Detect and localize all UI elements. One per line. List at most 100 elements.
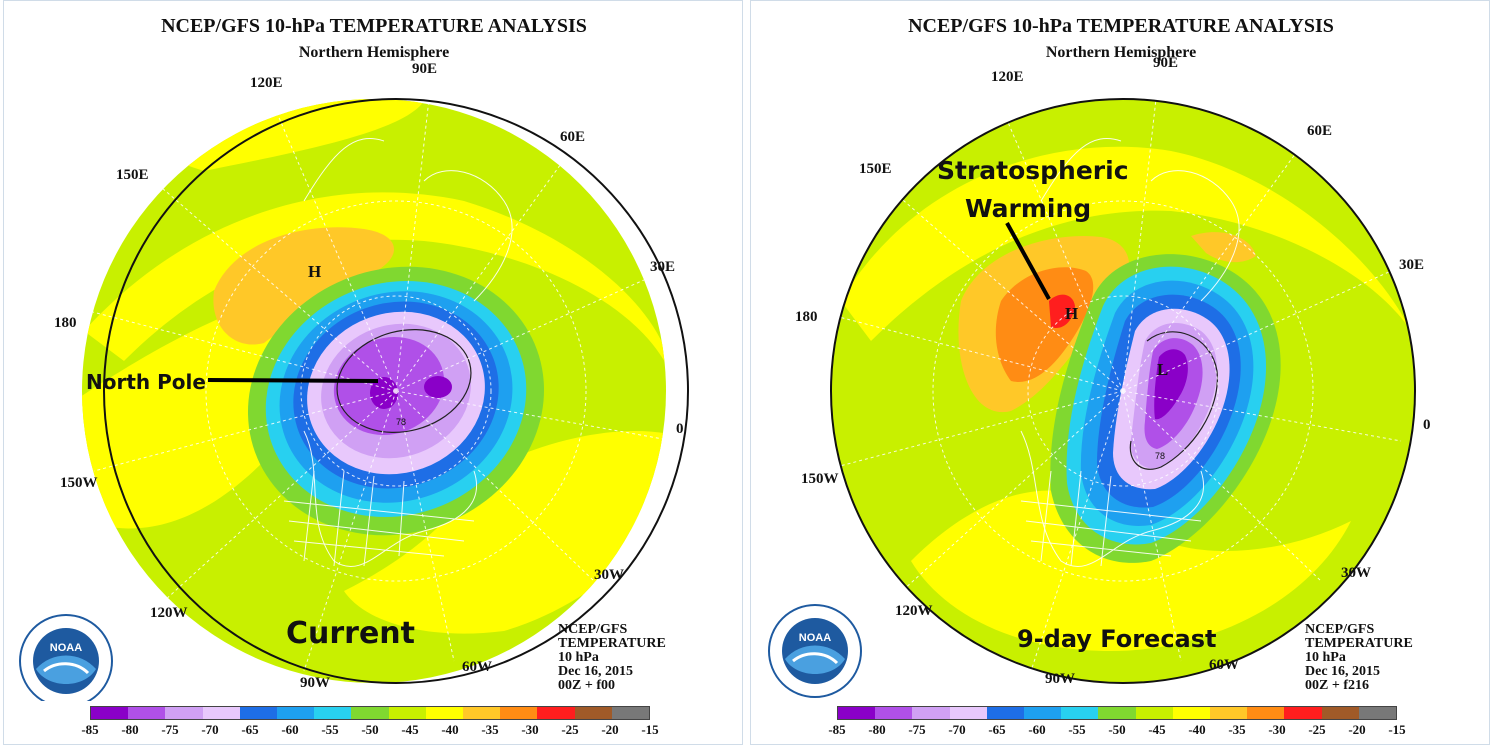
lon-label: 90E (412, 61, 437, 77)
colorbar-swatch (388, 707, 426, 719)
colorbar-swatch (91, 707, 129, 719)
colorbar-tick-label: -25 (561, 722, 579, 737)
colorbar-tick-label: -65 (988, 722, 1006, 737)
colorbar-tick-label: -55 (1068, 722, 1086, 737)
colorbar-tick-label: -75 (908, 722, 926, 737)
colorbar-swatch (1210, 707, 1248, 719)
colorbar-swatch (500, 707, 538, 719)
north-pole-callout: North Pole (86, 370, 206, 394)
colorbar-swatch (165, 707, 203, 719)
lon-label: 60W (462, 659, 492, 675)
info-line: 10 hPa (558, 650, 599, 665)
colorbar-tick-label: -20 (1348, 722, 1366, 737)
colorbar-swatch (239, 707, 278, 719)
colorbar-swatch (912, 707, 950, 719)
lon-label: 90W (1045, 671, 1075, 687)
colorbar-tick-label: -70 (948, 722, 966, 737)
colorbar-tick-label: -45 (1148, 722, 1166, 737)
colorbar-swatch (537, 707, 575, 719)
panel-title: NCEP/GFS 10-hPa TEMPERATURE ANALYSIS (908, 15, 1334, 37)
info-line: Dec 16, 2015 (558, 664, 634, 679)
colorbar-swatch (202, 707, 240, 719)
colorbar-swatch (1358, 707, 1397, 719)
info-line: 00Z + f216 (1305, 678, 1369, 693)
colorbar-swatch (128, 707, 166, 719)
colorbar-swatch (1284, 707, 1322, 719)
colorbar-tick-label: -40 (441, 722, 459, 737)
warming-callout-line2: Warming (965, 194, 1091, 223)
colorbar-tick-label: -85 (81, 722, 99, 737)
contour-label: 78 (396, 417, 406, 427)
lon-label: 30E (650, 259, 675, 275)
colorbar-tick-label: -70 (201, 722, 219, 737)
info-line: Dec 16, 2015 (1305, 664, 1381, 679)
lon-label: 150E (116, 167, 149, 183)
colorbar-tick-label: -35 (481, 722, 499, 737)
colorbar-tick-label: -50 (361, 722, 379, 737)
colorbar-tick-label: -60 (1028, 722, 1046, 737)
colorbar-swatch (611, 707, 650, 719)
noaa-logo: NOAA (19, 614, 113, 701)
colorbar-tick-label: -50 (1108, 722, 1126, 737)
colorbar-tick-label: -35 (1228, 722, 1246, 737)
noaa-logo-text: NOAA (50, 642, 82, 654)
colorbar-tick-label: -80 (868, 722, 886, 737)
colorbar-ticks: -85 -80 -75 -70 -65 -60 -55 -50 -45 -40 -35 -30 -25 -… (828, 722, 1405, 738)
low-pressure-marker: L (1157, 360, 1168, 379)
lon-label: 120W (150, 605, 188, 621)
colorbar-swatch (1172, 707, 1211, 719)
polar-temperature-map: 120E 90E 60E 150E 30E 180 0 150W 30W 120… (768, 55, 1431, 698)
lon-label: 0 (1423, 417, 1431, 433)
colorbar-swatch (1321, 707, 1359, 719)
colorbar-tick-label: -45 (401, 722, 419, 737)
colorbar-tick-label: -75 (161, 722, 179, 737)
colorbar-swatch (1135, 707, 1173, 719)
colorbar-tick-label: -20 (601, 722, 619, 737)
current-analysis-panel: NCEP/GFS 10-hPa TEMPERATURE ANALYSIS Nor… (3, 0, 743, 745)
colorbar-swatch (314, 707, 352, 719)
lon-label: 150W (60, 475, 98, 491)
colorbar-tick-label: -85 (828, 722, 846, 737)
lon-label: 60E (560, 129, 585, 145)
panel-caption: 9-day Forecast (1017, 625, 1217, 653)
lon-label: 60W (1209, 657, 1239, 673)
colorbar-tick-label: -55 (321, 722, 339, 737)
colorbar-tick-label: -25 (1308, 722, 1326, 737)
polar-temperature-map: 120E 90E 60E 150E 30E 180 0 150W 30W 120… (19, 61, 689, 701)
colorbar-swatch (1061, 707, 1099, 719)
lon-label: 120W (895, 603, 933, 619)
colorbar-swatch (574, 707, 612, 719)
colorbar-swatch (949, 707, 987, 719)
colorbar-swatch (1247, 707, 1285, 719)
colorbar-ticks: -85 -80 -75 -70 -65 -60 -55 -50 -45 -40 -35 -30 -25 -… (81, 722, 658, 738)
lon-label: 30W (1341, 565, 1371, 581)
colorbar-tick-label: -60 (281, 722, 299, 737)
info-line: TEMPERATURE (558, 636, 666, 651)
lon-label: 180 (54, 315, 77, 331)
lon-label: 150W (801, 471, 839, 487)
info-line: 10 hPa (1305, 650, 1346, 665)
forecast-panel: NCEP/GFS 10-hPa TEMPERATURE ANALYSIS Nor… (750, 0, 1490, 745)
info-line: NCEP/GFS (1305, 622, 1375, 637)
colorbar-tick-label: -30 (521, 722, 539, 737)
warming-pointer (1005, 222, 1051, 300)
colorbar-tick-label: -80 (121, 722, 139, 737)
high-pressure-marker: H (1065, 304, 1078, 323)
colorbar-swatch (277, 707, 315, 719)
contour-label: 78 (1155, 451, 1165, 461)
panel-subtitle: Northern Hemisphere (1045, 44, 1197, 61)
colorbar-swatch (425, 707, 464, 719)
lon-label: 120E (991, 69, 1024, 85)
north-pole-pointer (207, 378, 379, 383)
colorbar-tick-label: -40 (1188, 722, 1206, 737)
lon-label: 120E (250, 75, 283, 91)
lon-label: 0 (676, 421, 684, 437)
colorbar-swatch (986, 707, 1025, 719)
info-line: 00Z + f00 (558, 678, 615, 693)
lon-label: 30E (1399, 257, 1424, 273)
colorbar-tick-label: -65 (241, 722, 259, 737)
colorbar-swatch (1098, 707, 1136, 719)
noaa-logo: NOAA (768, 604, 862, 698)
colorbar-swatch (463, 707, 501, 719)
colorbar-swatch (1024, 707, 1062, 719)
